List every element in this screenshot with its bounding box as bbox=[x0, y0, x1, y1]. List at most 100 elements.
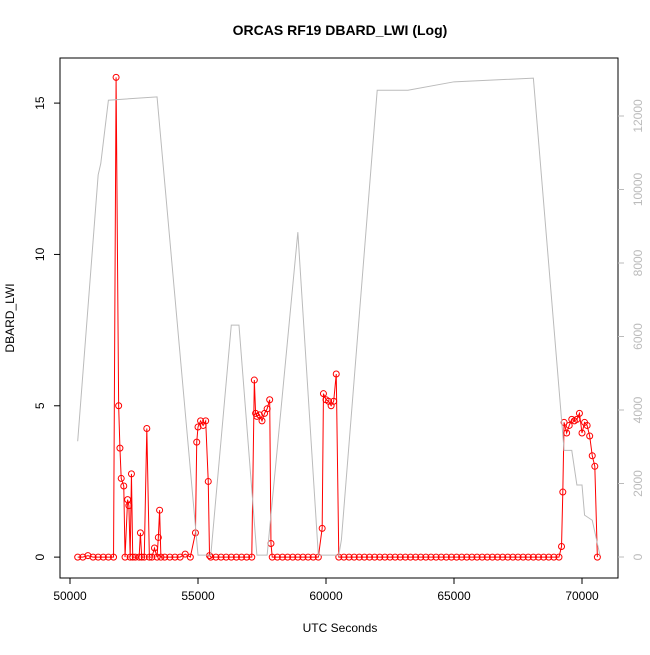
data-point bbox=[494, 553, 502, 561]
data-point bbox=[565, 421, 573, 429]
data-point bbox=[140, 553, 148, 561]
data-point bbox=[258, 417, 266, 425]
data-point bbox=[540, 553, 548, 561]
data-point bbox=[202, 417, 210, 425]
data-point bbox=[345, 553, 353, 561]
y-tick-label: 10 bbox=[33, 247, 47, 261]
chart-title: ORCAS RF19 DBARD_LWI (Log) bbox=[233, 22, 448, 38]
data-point bbox=[381, 553, 389, 561]
data-point bbox=[463, 553, 471, 561]
y2-tick-label: 8000 bbox=[631, 249, 645, 276]
data-point bbox=[401, 553, 409, 561]
data-point bbox=[468, 553, 476, 561]
data-point bbox=[453, 553, 461, 561]
data-point bbox=[79, 553, 87, 561]
data-point bbox=[238, 553, 246, 561]
data-point bbox=[157, 553, 165, 561]
x-tick-label: 50000 bbox=[53, 589, 87, 603]
data-point bbox=[478, 553, 486, 561]
data-point bbox=[586, 432, 594, 440]
data-point bbox=[417, 553, 425, 561]
data-point bbox=[340, 553, 348, 561]
y2-tick-label: 2000 bbox=[631, 470, 645, 497]
data-point bbox=[473, 553, 481, 561]
data-point bbox=[488, 553, 496, 561]
data-point bbox=[135, 553, 143, 561]
data-point bbox=[422, 553, 430, 561]
data-point bbox=[386, 553, 394, 561]
data-point bbox=[138, 553, 146, 561]
data-point bbox=[555, 553, 563, 561]
data-point bbox=[318, 524, 326, 532]
data-point bbox=[534, 553, 542, 561]
y2-tick-label: 10000 bbox=[631, 172, 645, 206]
data-point bbox=[232, 553, 240, 561]
data-point bbox=[161, 553, 169, 561]
data-point bbox=[563, 429, 571, 437]
data-point bbox=[176, 553, 184, 561]
data-point bbox=[591, 462, 599, 470]
x-tick-label: 70000 bbox=[565, 589, 599, 603]
data-point bbox=[89, 553, 97, 561]
data-point bbox=[559, 488, 567, 496]
data-point bbox=[243, 553, 251, 561]
data-point bbox=[524, 553, 532, 561]
data-point bbox=[437, 553, 445, 561]
x-tick-label: 65000 bbox=[437, 589, 471, 603]
data-point bbox=[112, 73, 120, 81]
data-point bbox=[588, 452, 596, 460]
data-point bbox=[442, 553, 450, 561]
data-point bbox=[514, 553, 522, 561]
data-point bbox=[371, 553, 379, 561]
data-point bbox=[150, 544, 158, 552]
data-point bbox=[284, 553, 292, 561]
data-point bbox=[575, 409, 583, 417]
data-point bbox=[127, 470, 135, 478]
data-point bbox=[136, 529, 144, 537]
data-point bbox=[519, 553, 527, 561]
y2-tick-label: 12000 bbox=[631, 99, 645, 133]
data-point bbox=[289, 553, 297, 561]
data-point bbox=[355, 553, 363, 561]
data-point bbox=[194, 423, 202, 431]
data-point bbox=[558, 543, 566, 551]
y-tick-label: 5 bbox=[33, 402, 47, 409]
x-axis-label: UTC Seconds bbox=[303, 621, 378, 635]
data-point bbox=[360, 553, 368, 561]
data-point bbox=[212, 553, 220, 561]
data-point bbox=[309, 553, 317, 561]
x-tick-label: 60000 bbox=[309, 589, 343, 603]
data-point bbox=[74, 553, 82, 561]
x-tick-label: 55000 bbox=[181, 589, 215, 603]
data-point bbox=[143, 424, 151, 432]
data-point bbox=[319, 390, 327, 398]
data-point bbox=[499, 553, 507, 561]
y-tick-label: 0 bbox=[33, 553, 47, 560]
data-point bbox=[145, 553, 153, 561]
data-point bbox=[125, 502, 133, 510]
data-point bbox=[255, 411, 263, 419]
y2-tick-label: 6000 bbox=[631, 323, 645, 350]
series-line bbox=[77, 77, 601, 556]
data-point bbox=[181, 550, 189, 558]
data-point bbox=[250, 376, 258, 384]
data-point bbox=[154, 533, 162, 541]
data-point bbox=[396, 553, 404, 561]
data-point bbox=[573, 415, 581, 423]
data-point bbox=[332, 370, 340, 378]
data-point bbox=[115, 402, 123, 410]
data-point bbox=[121, 553, 129, 561]
y-tick-label: 15 bbox=[33, 96, 47, 110]
data-point bbox=[483, 553, 491, 561]
data-point bbox=[391, 553, 399, 561]
data-point bbox=[406, 553, 414, 561]
data-point bbox=[204, 477, 212, 485]
data-point bbox=[99, 553, 107, 561]
data-point bbox=[227, 553, 235, 561]
data-point bbox=[266, 396, 274, 404]
data-point bbox=[447, 553, 455, 561]
data-point bbox=[376, 553, 384, 561]
data-point bbox=[248, 553, 256, 561]
data-point bbox=[578, 429, 586, 437]
